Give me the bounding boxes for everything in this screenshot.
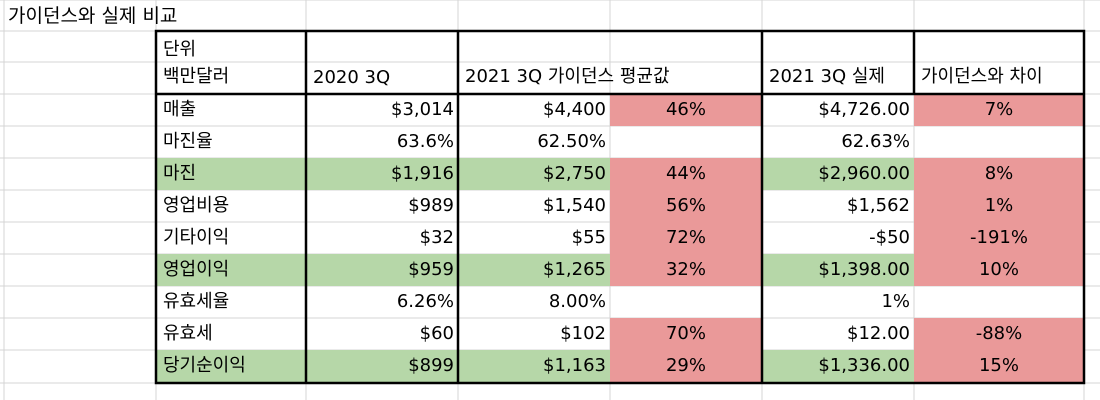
- guidance-pct-cell[interactable]: 72%: [610, 222, 762, 254]
- sheet-title: 가이던스와 실제 비교: [8, 5, 178, 27]
- header-diff-label: 가이던스와 차이: [921, 66, 1043, 87]
- header-currency-label: 백만달러: [163, 66, 230, 87]
- guidance-value-cell[interactable]: 8.00%: [548, 291, 606, 312]
- header-diff-cell[interactable]: 가이던스와 차이: [914, 31, 1084, 94]
- diff-pct-cell[interactable]: [914, 126, 1084, 158]
- row-label-cell[interactable]: 기타이익: [163, 227, 230, 248]
- guidance-pct-cell[interactable]: 44%: [610, 158, 762, 190]
- actual-value-cell[interactable]: -$50: [869, 227, 910, 248]
- actual-value-cell[interactable]: $4,726.00: [818, 99, 910, 120]
- value-2020-cell[interactable]: $959: [306, 254, 458, 286]
- diff-pct-cell[interactable]: 1%: [914, 190, 1084, 222]
- row-label-cell[interactable]: 영업이익: [156, 254, 306, 286]
- header-2020-cell[interactable]: 2020 3Q: [306, 31, 458, 94]
- row-label-cell[interactable]: 영업비용: [163, 195, 230, 216]
- diff-pct-cell[interactable]: 7%: [914, 94, 1084, 126]
- guidance-value-cell[interactable]: $4,400: [543, 99, 606, 120]
- guidance-value-cell[interactable]: $1,163: [458, 350, 610, 382]
- value-2020-cell[interactable]: $32: [419, 227, 454, 248]
- row-label-cell[interactable]: 유효세율: [163, 291, 230, 312]
- row-label-cell[interactable]: 유효세: [163, 323, 213, 344]
- guidance-pct-cell[interactable]: 46%: [610, 94, 762, 126]
- diff-pct-cell[interactable]: -88%: [914, 318, 1084, 350]
- diff-pct-cell[interactable]: 10%: [914, 254, 1084, 286]
- value-2020-cell[interactable]: $1,916: [306, 158, 458, 190]
- guidance-pct-cell[interactable]: 70%: [610, 318, 762, 350]
- header-guidance-cell[interactable]: 2021 3Q 가이던스 평균값: [458, 31, 762, 94]
- value-2020-cell[interactable]: $60: [419, 323, 454, 344]
- guidance-value-cell[interactable]: $1,265: [458, 254, 610, 286]
- row-label-cell[interactable]: 마진율: [163, 131, 213, 152]
- diff-pct-cell[interactable]: [914, 286, 1084, 318]
- header-unit-label: 단위: [163, 39, 197, 60]
- diff-pct-cell[interactable]: 15%: [914, 350, 1084, 382]
- actual-value-cell[interactable]: 1%: [881, 291, 910, 312]
- header-actual-cell[interactable]: 2021 3Q 실제: [762, 31, 914, 94]
- header-2020-label: 2020 3Q: [313, 67, 391, 88]
- row-label-cell[interactable]: 매출: [163, 99, 197, 120]
- row-label-cell[interactable]: 마진: [156, 158, 306, 190]
- value-2020-cell[interactable]: $899: [306, 350, 458, 382]
- guidance-value-cell[interactable]: $55: [571, 227, 606, 248]
- value-2020-cell[interactable]: $3,014: [391, 99, 454, 120]
- value-2020-cell[interactable]: 6.26%: [396, 291, 454, 312]
- guidance-value-cell[interactable]: $102: [560, 323, 606, 344]
- guidance-pct-cell[interactable]: 56%: [610, 190, 762, 222]
- header-guidance-label: 2021 3Q 가이던스 평균값: [465, 66, 670, 87]
- actual-value-cell[interactable]: 62.63%: [841, 131, 910, 152]
- actual-value-cell[interactable]: $1,336.00: [762, 350, 914, 382]
- guidance-pct-cell[interactable]: 32%: [610, 254, 762, 286]
- guidance-value-cell[interactable]: $2,750: [458, 158, 610, 190]
- value-2020-cell[interactable]: $989: [408, 195, 454, 216]
- guidance-value-cell[interactable]: 62.50%: [537, 131, 606, 152]
- actual-value-cell[interactable]: $1,562: [847, 195, 910, 216]
- row-label-cell[interactable]: 당기순이익: [156, 350, 306, 382]
- header-unit-cell[interactable]: 단위 백만달러: [156, 31, 306, 94]
- guidance-pct-cell[interactable]: [610, 126, 762, 158]
- header-actual-label: 2021 3Q 실제: [769, 66, 885, 87]
- actual-value-cell[interactable]: $2,960.00: [762, 158, 914, 190]
- guidance-pct-cell[interactable]: 29%: [610, 350, 762, 382]
- diff-pct-cell[interactable]: 8%: [914, 158, 1084, 190]
- actual-value-cell[interactable]: $1,398.00: [762, 254, 914, 286]
- diff-pct-cell[interactable]: -191%: [914, 222, 1084, 254]
- value-2020-cell[interactable]: 63.6%: [396, 131, 454, 152]
- guidance-value-cell[interactable]: $1,540: [543, 195, 606, 216]
- actual-value-cell[interactable]: $12.00: [847, 323, 910, 344]
- guidance-pct-cell[interactable]: [610, 286, 762, 318]
